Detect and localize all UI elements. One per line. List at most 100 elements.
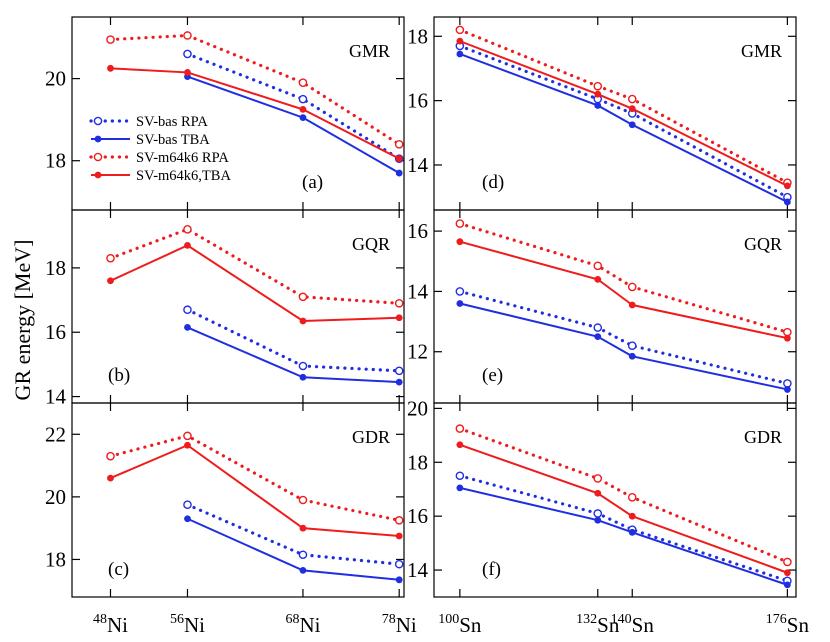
series-line-sv-m64k6-rpa: [458, 426, 789, 564]
data-point: [456, 50, 464, 58]
panel-label: (e): [482, 365, 503, 386]
y-tick-label: 16: [407, 219, 428, 243]
panel-b: 14 16 18 GQR (b): [45, 209, 405, 409]
panel-a: 18 20 GMR (a): [45, 16, 405, 211]
x-tick-label: 140Sn: [611, 612, 655, 637]
data-point: [628, 105, 636, 113]
legend-marker: [93, 116, 103, 126]
series-line-sv-bas-rpa: [185, 503, 401, 566]
y-tick-label: 14: [407, 558, 429, 582]
data-point: [456, 37, 464, 45]
y-axis-label: GR energy [MeV]: [10, 240, 35, 401]
data-point: [628, 512, 636, 520]
panel-label: (c): [108, 559, 129, 580]
panel-label: (d): [482, 172, 504, 193]
y-tick-label: 18: [407, 450, 428, 474]
data-point: [183, 224, 192, 234]
data-point: [299, 373, 307, 381]
panel-label: (b): [108, 365, 130, 386]
legend-label: SV-m64k6,TBA: [136, 168, 231, 184]
data-point: [183, 49, 192, 59]
data-point: [107, 277, 114, 285]
data-point: [184, 241, 191, 249]
data-point: [184, 69, 191, 76]
y-tick-label: 16: [407, 504, 428, 528]
data-point: [395, 532, 403, 540]
series-line-sv-bas-tba: [187, 326, 400, 384]
data-point: [106, 451, 115, 461]
y-tick-label: 14: [407, 279, 429, 303]
data-point: [183, 305, 192, 315]
data-point: [395, 155, 403, 163]
resonance-label: GDR: [744, 427, 782, 447]
data-point: [394, 139, 404, 149]
data-point: [783, 334, 791, 342]
series-line-sv-m64k6-tba: [110, 67, 400, 160]
data-point: [628, 121, 636, 129]
data-point: [395, 169, 403, 177]
panel-f: 14 16 18 20 GDR (f): [407, 396, 797, 598]
data-point: [627, 493, 637, 502]
data-point: [298, 94, 308, 104]
data-point: [106, 253, 115, 263]
series-line-sv-bas-tba: [187, 517, 400, 581]
data-point: [455, 25, 465, 35]
series-line-sv-m64k6-rpa: [108, 434, 401, 522]
panel-e: 12 14 16 GQR (e): [407, 209, 797, 404]
data-point: [299, 317, 307, 325]
data-point: [394, 559, 404, 569]
x-tick-label: 176Sn: [766, 612, 810, 637]
y-tick-label: 20: [45, 67, 66, 91]
data-point: [183, 500, 192, 509]
data-point: [298, 361, 308, 371]
x-tick-label: 68Ni: [285, 612, 320, 637]
data-point: [299, 114, 307, 122]
data-point: [107, 64, 114, 72]
data-point: [183, 31, 192, 40]
data-point: [627, 94, 637, 104]
x-tick-label: 100Sn: [438, 612, 482, 637]
y-tick-label: 18: [45, 256, 66, 280]
data-point: [299, 105, 307, 113]
data-point: [184, 515, 191, 523]
data-point: [455, 287, 465, 296]
y-tick-label: 20: [407, 396, 428, 420]
data-point: [395, 576, 403, 584]
data-point: [455, 424, 465, 433]
data-point: [184, 441, 191, 449]
x-tick-label: 78Ni: [382, 612, 417, 637]
data-point: [394, 516, 404, 525]
legend-label: SV-bas TBA: [136, 132, 210, 148]
resonance-label: GMR: [741, 41, 782, 61]
data-point: [298, 78, 308, 88]
data-point: [628, 528, 636, 536]
legend-marker: [94, 135, 102, 143]
series-line-sv-m64k6-tba: [459, 240, 788, 340]
y-tick-label: 16: [45, 320, 66, 344]
data-point: [395, 378, 403, 386]
resonance-label: GQR: [352, 234, 390, 254]
data-point: [783, 327, 792, 337]
data-point: [456, 300, 464, 307]
legend-item: SV-m64k6,TBA: [91, 168, 231, 184]
data-point: [299, 524, 307, 532]
data-point: [456, 238, 464, 246]
data-point: [594, 102, 602, 109]
legend-marker: [93, 152, 103, 162]
y-tick-label: 18: [45, 547, 66, 571]
data-point: [593, 323, 603, 332]
series-line-sv-m64k6-tba: [110, 244, 400, 322]
series-line-sv-bas-rpa: [458, 289, 789, 385]
data-point: [593, 261, 603, 271]
data-point: [783, 182, 791, 190]
panel-frame: [71, 402, 405, 598]
data-point: [594, 489, 602, 497]
data-point: [593, 474, 603, 483]
series-line-sv-m64k6-tba: [110, 444, 400, 537]
data-point: [627, 282, 637, 292]
data-point: [455, 471, 465, 481]
series-line-sv-bas-tba: [459, 53, 788, 203]
resonance-label: GMR: [349, 41, 390, 61]
data-point: [593, 81, 603, 91]
